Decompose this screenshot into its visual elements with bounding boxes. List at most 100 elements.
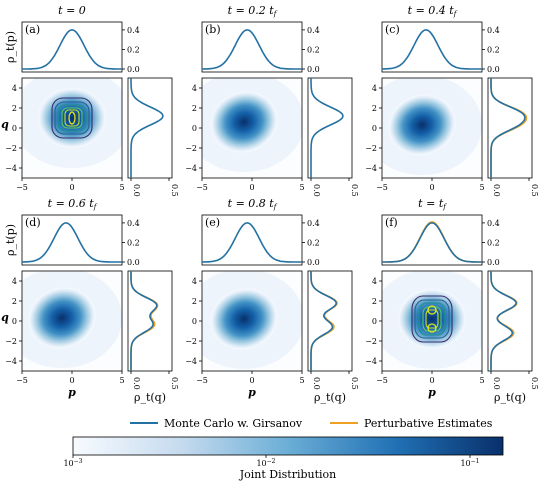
top-tick-label: 0.0 bbox=[487, 258, 500, 267]
y-tick-label: 2 bbox=[372, 104, 377, 113]
y-tick-label: 0 bbox=[192, 124, 197, 133]
y-tick-label: 0 bbox=[12, 124, 17, 133]
top-tick-label: 0.4 bbox=[127, 26, 140, 35]
side-mc-curve bbox=[490, 271, 517, 371]
panel-title: t = 0.8 tf bbox=[228, 197, 278, 211]
top-tick-label: 0.2 bbox=[487, 45, 500, 54]
p-axis-label: p bbox=[68, 386, 76, 399]
y-tick-label: −2 bbox=[185, 144, 197, 153]
top-mc-curve bbox=[381, 29, 482, 70]
heatmap-blob bbox=[210, 288, 278, 350]
y-tick-label: 0 bbox=[372, 317, 377, 326]
top-axes bbox=[21, 21, 123, 73]
colorbar: 10−3 10−2 10−1 Joint Distribution bbox=[63, 436, 504, 481]
side-tick-label: 0.5 bbox=[350, 377, 359, 390]
side-axes bbox=[307, 77, 353, 179]
side-tick-label: 0.0 bbox=[132, 184, 141, 197]
top-tick-label: 0.2 bbox=[487, 238, 500, 247]
panel-e: t = 0.8 tf (e) 0.4 0.2 0.0 4 2 0 −2 −4 −5 0 5 p 0.0 0.5… bbox=[185, 197, 359, 404]
top-axes bbox=[381, 21, 483, 73]
panel-d: t = 0.6 tf (d) 0.4 0.2 0.0 ρ_t(p) 4 2 0 −2 −4 −5 0 5 q… bbox=[1, 197, 179, 404]
side-axes bbox=[487, 77, 533, 179]
top-tick-label: 0.4 bbox=[307, 26, 320, 35]
y-tick-label: −4 bbox=[185, 357, 197, 366]
x-tick-label: −5 bbox=[16, 376, 28, 385]
y-tick-label: 4 bbox=[12, 84, 17, 93]
y-tick-label: −2 bbox=[365, 144, 377, 153]
y-tick-label: −2 bbox=[365, 337, 377, 346]
side-axes bbox=[307, 270, 353, 372]
top-ylabel: ρ_t(p) bbox=[4, 224, 17, 256]
side-tick-label: 0.0 bbox=[312, 377, 321, 390]
panel-a: t = 0 (a) 0.4 0.2 0.0 ρ_t(p) 4 2 0 −2 −4 −5 0 5 q 0.0 0.… bbox=[1, 4, 179, 197]
x-tick-label: 5 bbox=[299, 183, 304, 192]
y-tick-label: −4 bbox=[365, 357, 377, 366]
y-tick-label: −4 bbox=[185, 164, 197, 173]
side-tick-label: 0.5 bbox=[350, 184, 359, 197]
contour-line bbox=[425, 309, 439, 329]
x-tick-label: 5 bbox=[479, 183, 484, 192]
contour-line bbox=[418, 302, 446, 336]
panel-label: (d) bbox=[25, 216, 41, 229]
colorbar-tick-label: 10−2 bbox=[256, 458, 275, 468]
heatmap-blob bbox=[210, 91, 278, 153]
side-mc-curve bbox=[310, 78, 344, 178]
y-tick-label: 4 bbox=[192, 84, 197, 93]
heatmap-blob bbox=[28, 287, 96, 349]
top-mc-curve bbox=[21, 222, 122, 263]
p-axis-label: p bbox=[428, 386, 436, 399]
x-tick-label: 0 bbox=[249, 376, 254, 385]
y-tick-label: 4 bbox=[12, 277, 17, 286]
heatmap-blob bbox=[398, 289, 466, 349]
top-axes bbox=[381, 214, 483, 266]
legend-mc-label: Monte Carlo w. Girsanov bbox=[164, 417, 303, 430]
panel-title: t = 0.6 tf bbox=[48, 197, 98, 211]
x-tick-label: 5 bbox=[119, 376, 124, 385]
x-tick-label: 0 bbox=[429, 183, 434, 192]
top-tick-label: 0.2 bbox=[307, 238, 320, 247]
top-axes bbox=[21, 214, 123, 266]
panel-label: (a) bbox=[25, 23, 40, 36]
top-tick-label: 0.0 bbox=[307, 65, 320, 74]
y-tick-label: −2 bbox=[5, 144, 17, 153]
top-tick-label: 0.4 bbox=[487, 219, 500, 228]
y-tick-label: −4 bbox=[5, 357, 17, 366]
x-tick-label: 0 bbox=[69, 183, 74, 192]
heatmap-blob bbox=[388, 94, 456, 156]
y-tick-label: 2 bbox=[192, 297, 197, 306]
side-xlabel: ρ_t(q) bbox=[134, 391, 166, 404]
side-mc-curve bbox=[310, 271, 338, 371]
x-tick-label: −5 bbox=[16, 183, 28, 192]
legend: Monte Carlo w. Girsanov Perturbative Esti… bbox=[130, 417, 493, 430]
contour-line bbox=[411, 295, 453, 343]
top-tick-label: 0.2 bbox=[127, 238, 140, 247]
colorbar-label: Joint Distribution bbox=[239, 468, 337, 481]
y-tick-label: −4 bbox=[365, 164, 377, 173]
q-axis-label: q bbox=[1, 311, 9, 324]
contour-line bbox=[61, 107, 83, 129]
panel-f: t = tf (f) 0.4 0.2 0.0 4 2 0 −2 −4 −5 0 5 p 0.0 0.5 ρ_t(… bbox=[365, 197, 539, 404]
y-tick-label: −2 bbox=[5, 337, 17, 346]
contour-line bbox=[64, 109, 80, 127]
colorbar-tick-label: 10−3 bbox=[63, 458, 82, 468]
side-tick-label: 0.5 bbox=[170, 184, 179, 197]
panel-title: t = 0.2 tf bbox=[228, 4, 278, 18]
colorbar-tick-label: 10−1 bbox=[460, 458, 479, 468]
x-tick-label: 0 bbox=[429, 376, 434, 385]
panel-label: (e) bbox=[205, 216, 220, 229]
y-tick-label: 2 bbox=[12, 104, 17, 113]
side-axes bbox=[487, 270, 533, 372]
top-axes bbox=[201, 21, 303, 73]
panel-b: t = 0.2 tf (b) 0.4 0.2 0.0 4 2 0 −2 −4 −5 0 5 0.0 0.5 bbox=[185, 4, 359, 197]
panel-title: t = tf bbox=[418, 197, 447, 211]
colorbar-gradient bbox=[72, 436, 504, 456]
contour-line bbox=[57, 104, 87, 132]
x-tick-label: 0 bbox=[69, 376, 74, 385]
contour-line bbox=[54, 101, 90, 135]
contour-line bbox=[51, 97, 93, 139]
panel-label: (c) bbox=[385, 23, 400, 36]
top-tick-label: 0.0 bbox=[307, 258, 320, 267]
y-tick-label: 4 bbox=[372, 277, 377, 286]
y-tick-label: 0 bbox=[372, 124, 377, 133]
